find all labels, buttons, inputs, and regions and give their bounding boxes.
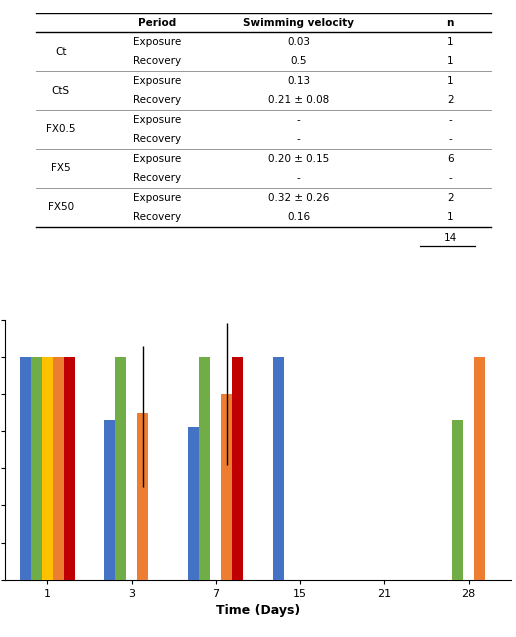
Text: -: - [297,173,300,183]
Text: -: - [297,115,300,125]
Text: Recovery: Recovery [133,173,181,183]
Text: FX0.5: FX0.5 [46,124,75,134]
Text: -: - [297,134,300,144]
Bar [104,420,115,580]
Text: 6: 6 [447,154,454,164]
Bar [474,357,485,580]
Bar [452,420,463,580]
Text: 1: 1 [447,37,454,47]
Text: Exposure: Exposure [133,115,181,125]
Text: Period: Period [138,18,176,29]
Text: 1: 1 [447,76,454,86]
Text: 1: 1 [447,57,454,66]
Text: FX5: FX5 [51,163,71,173]
Text: Exposure: Exposure [133,76,181,86]
Bar [273,357,284,580]
Text: Exposure: Exposure [133,154,181,164]
Text: Exposure: Exposure [133,37,181,47]
Bar [53,357,64,580]
Text: CtS: CtS [52,85,70,96]
Text: 2: 2 [447,96,454,105]
Bar [188,427,199,580]
Bar [31,357,42,580]
Text: 2: 2 [447,192,454,203]
Text: 0.20 ± 0.15: 0.20 ± 0.15 [268,154,329,164]
Text: -: - [448,134,452,144]
Text: 0.16: 0.16 [287,212,310,222]
Text: -: - [448,173,452,183]
Text: 14: 14 [444,233,457,243]
Bar [199,357,211,580]
Text: Recovery: Recovery [133,57,181,66]
Bar [115,357,126,580]
Text: Recovery: Recovery [133,96,181,105]
Text: Exposure: Exposure [133,192,181,203]
Text: 0.13: 0.13 [287,76,310,86]
X-axis label: Time (Days): Time (Days) [216,605,300,617]
Bar [64,357,75,580]
Bar [137,413,148,580]
Text: Ct: Ct [55,47,67,57]
Text: Swimming velocity: Swimming velocity [243,18,354,29]
Text: 0.21 ± 0.08: 0.21 ± 0.08 [268,96,329,105]
Bar [232,357,243,580]
Bar [221,394,232,580]
Text: n: n [446,18,454,29]
Bar [42,357,53,580]
Text: 0.32 ± 0.26: 0.32 ± 0.26 [268,192,329,203]
Text: 0.03: 0.03 [287,37,310,47]
Bar [20,357,31,580]
Text: FX50: FX50 [47,203,74,212]
Text: Recovery: Recovery [133,134,181,144]
Text: -: - [448,115,452,125]
Text: 0.5: 0.5 [290,57,307,66]
Text: 1: 1 [447,212,454,222]
Text: Recovery: Recovery [133,212,181,222]
